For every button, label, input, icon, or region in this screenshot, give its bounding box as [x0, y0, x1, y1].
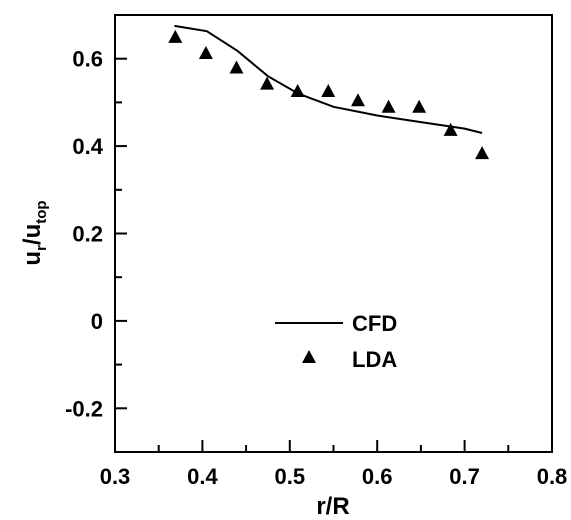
y-axis-title-sub2: top [33, 200, 50, 223]
x-tick-label: 0.5 [275, 464, 306, 489]
x-tick-label: 0.3 [100, 464, 131, 489]
legend-cfd-label: CFD [352, 311, 397, 336]
cfd-series-line [174, 24, 483, 134]
y-tick-label: 0.4 [72, 134, 103, 159]
y-axis-title: ur/utop [19, 200, 50, 265]
y-axis-title-mid: /u [19, 224, 46, 245]
tick-labels: 0.3 0.4 0.5 0.6 0.7 0.8 -0.2 0 0.2 0.4 0.6 [65, 47, 567, 489]
legend-lda-label: LDA [352, 347, 397, 372]
svg-text:ur/utop: ur/utop [19, 200, 50, 265]
y-tick-label: -0.2 [65, 396, 103, 421]
lda-point [321, 84, 336, 98]
y-tick-label: 0 [91, 309, 103, 334]
series-layer [168, 24, 490, 160]
lda-point [198, 46, 213, 60]
lda-point [350, 93, 365, 107]
lda-point [168, 29, 183, 43]
lda-point [229, 60, 244, 74]
lda-point [260, 76, 275, 90]
y-tick-label: 0.2 [72, 222, 103, 247]
x-tick-label: 0.8 [537, 464, 568, 489]
lda-point [475, 146, 490, 160]
legend: CFD LDA [275, 311, 397, 372]
lda-point [290, 84, 305, 98]
axis-ticks [114, 57, 553, 453]
plot-frame [114, 14, 553, 453]
lda-point [412, 99, 427, 113]
x-tick-label: 0.4 [187, 464, 218, 489]
y-axis-title-main: u [19, 251, 46, 266]
x-axis-title: r/R [316, 493, 349, 520]
x-tick-label: 0.6 [362, 464, 393, 489]
y-axis-title-sub1: r [33, 245, 50, 251]
lda-point [381, 99, 396, 113]
lda-point [443, 122, 458, 136]
legend-lda-marker [302, 350, 316, 363]
y-tick-label: 0.6 [72, 47, 103, 72]
x-tick-label: 0.7 [449, 464, 480, 489]
